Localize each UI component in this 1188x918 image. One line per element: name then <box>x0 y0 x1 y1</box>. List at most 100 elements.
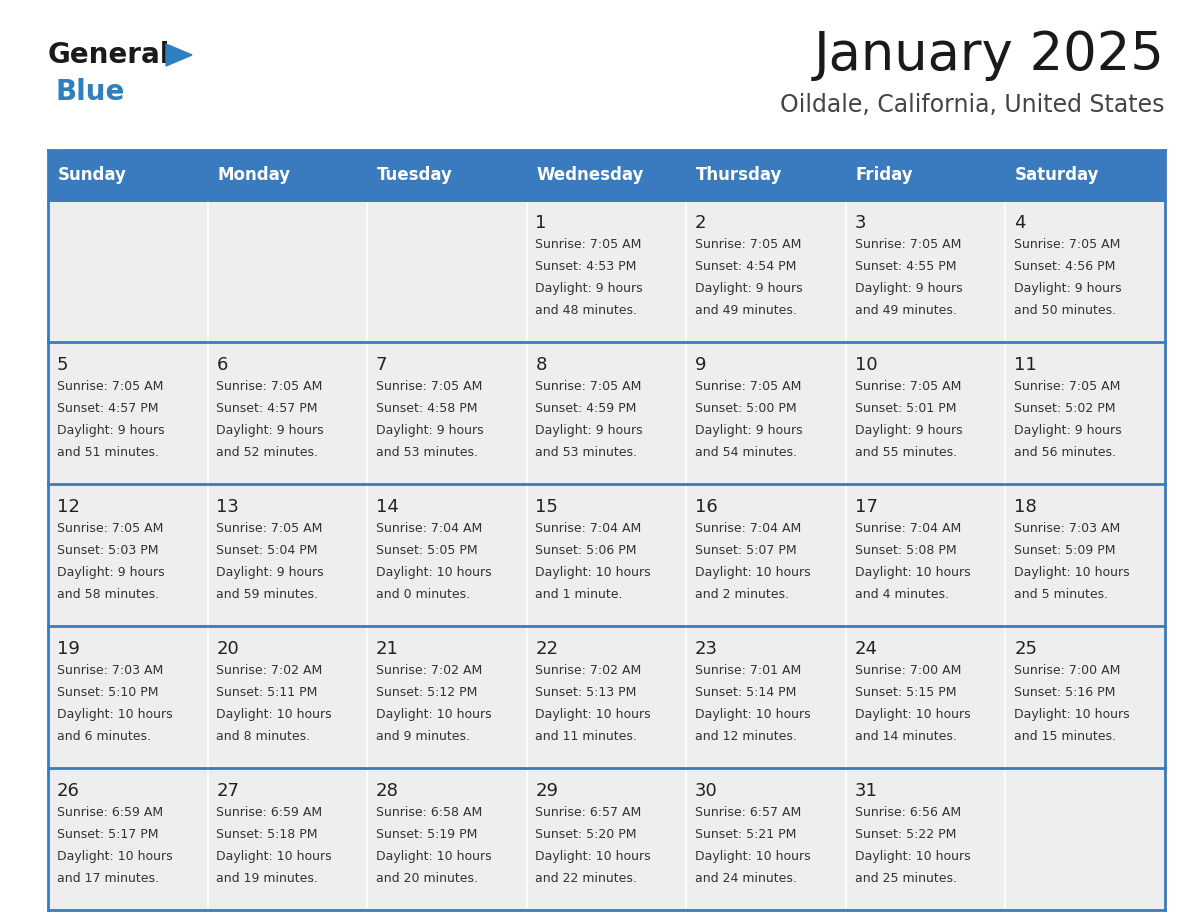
Text: 11: 11 <box>1015 356 1037 375</box>
Text: Sunrise: 7:05 AM: Sunrise: 7:05 AM <box>1015 239 1120 252</box>
Text: Sunset: 5:16 PM: Sunset: 5:16 PM <box>1015 687 1116 700</box>
Text: 7: 7 <box>375 356 387 375</box>
Text: Sunrise: 7:05 AM: Sunrise: 7:05 AM <box>695 380 802 393</box>
Text: Sunrise: 7:05 AM: Sunrise: 7:05 AM <box>695 239 802 252</box>
Text: and 4 minutes.: and 4 minutes. <box>854 588 949 601</box>
Bar <box>846 200 1005 342</box>
Text: 12: 12 <box>57 498 80 516</box>
Text: Sunset: 5:09 PM: Sunset: 5:09 PM <box>1015 544 1116 557</box>
Text: Oildale, California, United States: Oildale, California, United States <box>781 93 1165 117</box>
Text: and 8 minutes.: and 8 minutes. <box>216 731 310 744</box>
Text: Sunrise: 7:02 AM: Sunrise: 7:02 AM <box>536 665 642 677</box>
Text: Sunset: 5:22 PM: Sunset: 5:22 PM <box>854 828 956 842</box>
Text: and 1 minute.: and 1 minute. <box>536 588 623 601</box>
Text: Daylight: 10 hours: Daylight: 10 hours <box>536 566 651 579</box>
Text: 20: 20 <box>216 640 239 658</box>
Bar <box>1005 200 1165 342</box>
Text: Sunrise: 7:05 AM: Sunrise: 7:05 AM <box>854 380 961 393</box>
Polygon shape <box>166 44 192 66</box>
Text: and 54 minutes.: and 54 minutes. <box>695 446 797 459</box>
Text: and 24 minutes.: and 24 minutes. <box>695 872 797 885</box>
Text: 6: 6 <box>216 356 228 375</box>
Text: Sunset: 5:14 PM: Sunset: 5:14 PM <box>695 687 796 700</box>
Text: Sunrise: 7:05 AM: Sunrise: 7:05 AM <box>216 522 323 535</box>
Bar <box>208 342 367 484</box>
Text: Daylight: 10 hours: Daylight: 10 hours <box>57 850 172 863</box>
Text: 25: 25 <box>1015 640 1037 658</box>
Text: Daylight: 9 hours: Daylight: 9 hours <box>1015 424 1121 437</box>
Text: Daylight: 10 hours: Daylight: 10 hours <box>57 709 172 722</box>
Text: 23: 23 <box>695 640 718 658</box>
Text: Sunset: 5:12 PM: Sunset: 5:12 PM <box>375 687 478 700</box>
Text: Daylight: 9 hours: Daylight: 9 hours <box>216 566 324 579</box>
Bar <box>48 484 208 626</box>
Text: 10: 10 <box>854 356 877 375</box>
Text: 22: 22 <box>536 640 558 658</box>
Text: Daylight: 9 hours: Daylight: 9 hours <box>216 424 324 437</box>
Bar <box>48 150 208 200</box>
Text: Daylight: 9 hours: Daylight: 9 hours <box>536 283 643 296</box>
Text: and 52 minutes.: and 52 minutes. <box>216 446 318 459</box>
Text: and 59 minutes.: and 59 minutes. <box>216 588 318 601</box>
Text: Sunset: 5:03 PM: Sunset: 5:03 PM <box>57 544 158 557</box>
Bar <box>208 150 367 200</box>
Text: and 11 minutes.: and 11 minutes. <box>536 731 638 744</box>
Text: Sunrise: 7:00 AM: Sunrise: 7:00 AM <box>1015 665 1120 677</box>
Text: Sunrise: 7:00 AM: Sunrise: 7:00 AM <box>854 665 961 677</box>
Bar <box>526 150 687 200</box>
Text: Sunset: 5:05 PM: Sunset: 5:05 PM <box>375 544 478 557</box>
Bar <box>687 626 846 768</box>
Bar <box>687 768 846 910</box>
Text: Sunrise: 7:01 AM: Sunrise: 7:01 AM <box>695 665 802 677</box>
Bar <box>1005 626 1165 768</box>
Bar <box>1005 342 1165 484</box>
Text: and 56 minutes.: and 56 minutes. <box>1015 446 1117 459</box>
Text: and 49 minutes.: and 49 minutes. <box>854 305 956 318</box>
Text: Daylight: 10 hours: Daylight: 10 hours <box>375 566 492 579</box>
Text: and 22 minutes.: and 22 minutes. <box>536 872 638 885</box>
Bar <box>687 150 846 200</box>
Text: Sunset: 5:11 PM: Sunset: 5:11 PM <box>216 687 317 700</box>
Bar <box>48 768 208 910</box>
Text: Daylight: 10 hours: Daylight: 10 hours <box>375 709 492 722</box>
Bar <box>367 342 526 484</box>
Text: Sunrise: 6:57 AM: Sunrise: 6:57 AM <box>695 806 802 820</box>
Text: January 2025: January 2025 <box>814 29 1165 81</box>
Text: 21: 21 <box>375 640 399 658</box>
Text: 18: 18 <box>1015 498 1037 516</box>
Bar <box>48 342 208 484</box>
Text: Daylight: 9 hours: Daylight: 9 hours <box>536 424 643 437</box>
Text: and 53 minutes.: and 53 minutes. <box>375 446 478 459</box>
Text: Daylight: 10 hours: Daylight: 10 hours <box>695 709 810 722</box>
Text: Sunrise: 7:03 AM: Sunrise: 7:03 AM <box>57 665 163 677</box>
Text: Sunset: 5:10 PM: Sunset: 5:10 PM <box>57 687 158 700</box>
Bar <box>48 200 208 342</box>
Text: Sunrise: 7:04 AM: Sunrise: 7:04 AM <box>854 522 961 535</box>
Text: Sunrise: 7:02 AM: Sunrise: 7:02 AM <box>375 665 482 677</box>
Text: 1: 1 <box>536 214 546 232</box>
Text: Sunset: 5:00 PM: Sunset: 5:00 PM <box>695 402 797 415</box>
Text: 24: 24 <box>854 640 878 658</box>
Bar <box>526 484 687 626</box>
Text: Saturday: Saturday <box>1015 166 1100 184</box>
Bar <box>687 484 846 626</box>
Text: Sunset: 4:54 PM: Sunset: 4:54 PM <box>695 261 796 274</box>
Text: and 51 minutes.: and 51 minutes. <box>57 446 159 459</box>
Text: Sunset: 5:01 PM: Sunset: 5:01 PM <box>854 402 956 415</box>
Text: Sunset: 5:19 PM: Sunset: 5:19 PM <box>375 828 478 842</box>
Text: and 17 minutes.: and 17 minutes. <box>57 872 159 885</box>
Text: Sunset: 5:04 PM: Sunset: 5:04 PM <box>216 544 318 557</box>
Bar <box>367 626 526 768</box>
Text: Sunset: 5:06 PM: Sunset: 5:06 PM <box>536 544 637 557</box>
Bar <box>526 200 687 342</box>
Text: 9: 9 <box>695 356 707 375</box>
Text: Sunrise: 7:05 AM: Sunrise: 7:05 AM <box>536 380 642 393</box>
Bar <box>367 768 526 910</box>
Text: Wednesday: Wednesday <box>536 166 644 184</box>
Text: and 50 minutes.: and 50 minutes. <box>1015 305 1117 318</box>
Text: Daylight: 10 hours: Daylight: 10 hours <box>854 850 971 863</box>
Text: Sunrise: 6:59 AM: Sunrise: 6:59 AM <box>216 806 322 820</box>
Text: 17: 17 <box>854 498 878 516</box>
Text: 15: 15 <box>536 498 558 516</box>
Text: Daylight: 10 hours: Daylight: 10 hours <box>536 709 651 722</box>
